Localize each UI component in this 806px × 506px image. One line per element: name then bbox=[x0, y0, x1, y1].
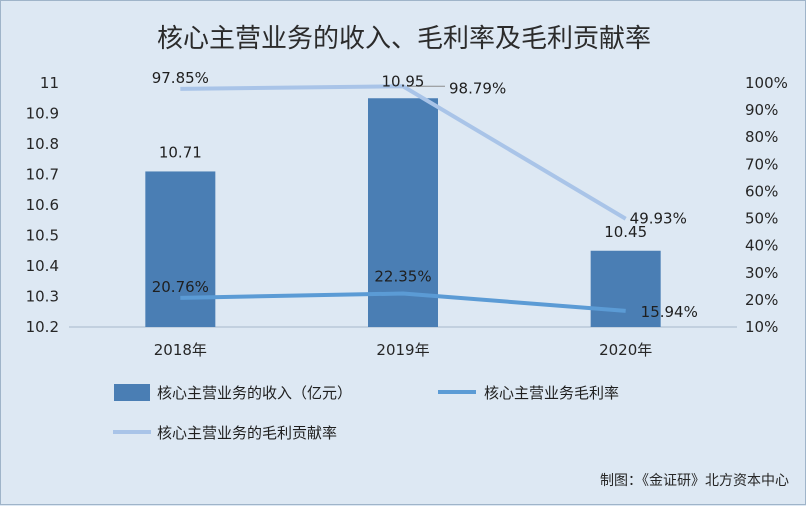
y-right-tick-label: 90% bbox=[745, 101, 778, 119]
chart-title: 核心主营业务的收入、毛利率及毛利贡献率 bbox=[157, 24, 651, 54]
y-left-tick-label: 10.6 bbox=[26, 196, 59, 214]
margin-data-label: 15.94% bbox=[641, 303, 698, 321]
bar-series bbox=[145, 98, 661, 327]
line-contribution bbox=[180, 84, 627, 221]
y-right-tick-label: 10% bbox=[745, 318, 778, 336]
y-right-tick-label: 40% bbox=[745, 237, 778, 255]
contribution-data-label: 97.85% bbox=[152, 69, 209, 87]
y-right-tick-label: 30% bbox=[745, 264, 778, 282]
bar-revenue bbox=[368, 98, 438, 327]
legend-label-revenue: 核心主营业务的收入（亿元） bbox=[157, 384, 352, 402]
line-gross-margin bbox=[180, 291, 626, 313]
line-series bbox=[180, 84, 627, 313]
y-left-tick-label: 11 bbox=[40, 74, 59, 92]
y-left-tick-label: 10.3 bbox=[26, 288, 59, 306]
legend-label-margin: 核心主营业务毛利率 bbox=[484, 384, 619, 402]
bar-data-label: 10.45 bbox=[604, 223, 647, 241]
y-right-tick-label: 50% bbox=[745, 210, 778, 228]
x-tick-label: 2020年 bbox=[599, 341, 652, 359]
margin-data-label: 20.76% bbox=[152, 278, 209, 296]
y-left-tick-label: 10.7 bbox=[26, 166, 59, 184]
bar-data-label: 10.71 bbox=[159, 143, 202, 161]
x-tick-label: 2019年 bbox=[376, 341, 429, 359]
legend-swatch-revenue bbox=[114, 384, 150, 401]
y-right-tick-label: 80% bbox=[745, 128, 778, 146]
margin-data-label: 22.35% bbox=[374, 268, 431, 286]
y-left-tick-label: 10.4 bbox=[26, 257, 59, 275]
bar-revenue bbox=[590, 250, 661, 327]
contribution-data-label: 98.79% bbox=[449, 79, 506, 97]
y-left-tick-label: 10.9 bbox=[26, 105, 59, 123]
bar-revenue bbox=[145, 171, 216, 327]
y-right-tick-label: 70% bbox=[745, 155, 778, 173]
credit-text: 制图：《金证研》北方资本中心 bbox=[600, 473, 789, 489]
axes: 10.2 10.3 10.4 10.5 10.6 10.7 10.8 10.9 11 10% 20%… bbox=[26, 74, 788, 359]
bar-data-label: 10.95 bbox=[382, 72, 425, 90]
y-left-tick-label: 10.2 bbox=[26, 318, 59, 336]
x-tick-label: 2018年 bbox=[154, 341, 207, 359]
y-left-tick-label: 10.5 bbox=[26, 227, 59, 245]
y-left-tick-label: 10.8 bbox=[26, 135, 59, 153]
y-right-tick-label: 60% bbox=[745, 182, 778, 200]
contribution-data-label: 49.93% bbox=[630, 210, 687, 228]
data-labels: 10.71 10.95 10.45 97.85% 98.79% 49.93% 20.76% 2… bbox=[152, 69, 698, 321]
y-right-tick-label: 20% bbox=[745, 291, 778, 309]
legend-label-contribution: 核心主营业务的毛利贡献率 bbox=[157, 424, 337, 442]
y-right-tick-label: 100% bbox=[745, 74, 788, 92]
